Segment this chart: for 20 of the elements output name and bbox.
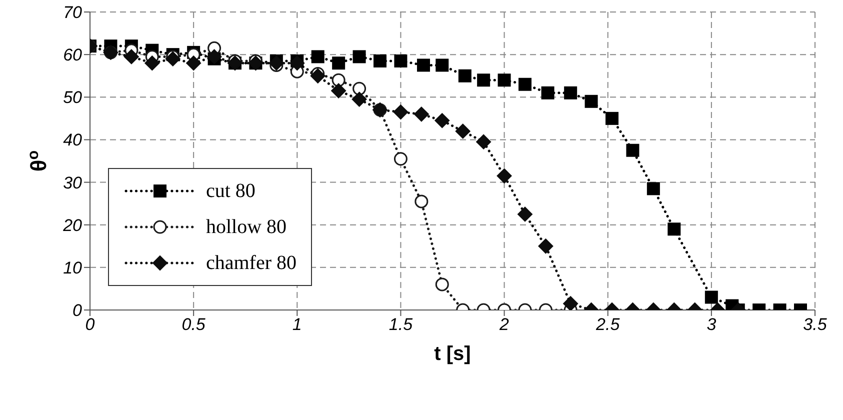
x-tick-label: 3 — [706, 315, 717, 334]
legend-label: cut 80 — [206, 180, 256, 202]
y-tick-label: 60 — [63, 46, 83, 65]
y-tick-label: 10 — [63, 258, 83, 278]
x-tick-label: 2 — [498, 315, 510, 334]
x-tick-label: 2.5 — [595, 315, 620, 334]
y-tick-label: 70 — [63, 3, 83, 22]
y-tick-label: 30 — [63, 173, 83, 192]
x-axis-title: t [s] — [434, 343, 471, 365]
y-tick-label: 50 — [63, 88, 83, 108]
y-tick-label: 40 — [63, 130, 83, 150]
legend-label: hollow 80 — [206, 216, 287, 238]
x-tick-label: 1.5 — [388, 315, 414, 334]
x-tick-label: 0.5 — [182, 315, 206, 334]
x-tick-label: 1 — [292, 315, 302, 334]
legend-label: chamfer 80 — [206, 252, 297, 274]
x-tick-label: 3.5 — [803, 315, 828, 334]
y-tick-label: 0 — [72, 301, 83, 320]
y-tick-label: 20 — [62, 216, 83, 235]
x-tick-label: 0 — [85, 315, 96, 334]
